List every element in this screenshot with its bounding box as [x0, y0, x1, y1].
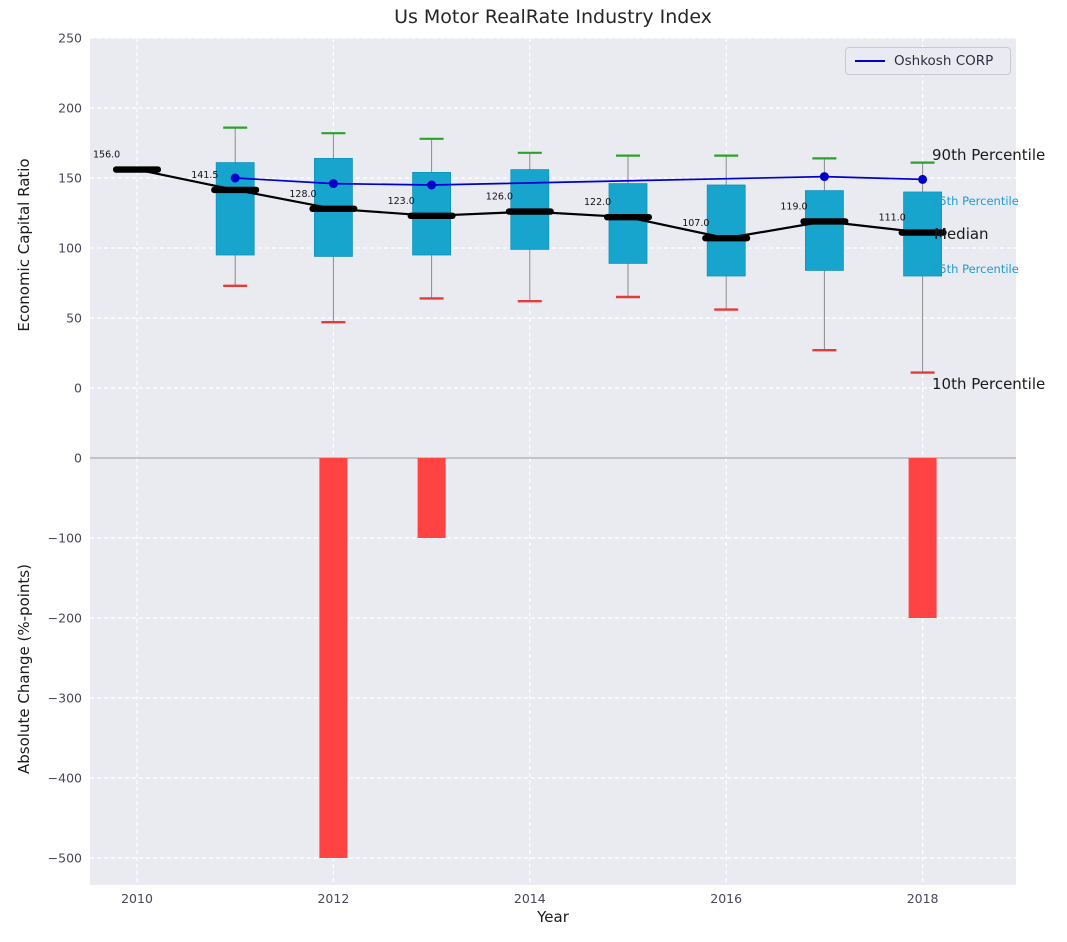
y-tick-label: 250	[58, 31, 82, 46]
median-marker-2015	[604, 214, 652, 221]
median-value-label: 122.0	[584, 197, 611, 208]
x-tick-label: 2012	[317, 891, 349, 906]
x-tick-label: 2014	[514, 891, 546, 906]
y-axis-label-top: Economic Capital Ratio	[15, 158, 33, 332]
y-tick-label: −400	[48, 771, 82, 786]
median-value-label: 141.5	[191, 170, 218, 181]
median-value-label: 128.0	[289, 189, 316, 200]
median-marker-2014	[505, 208, 554, 215]
x-tick-label: 2010	[121, 891, 153, 906]
y-tick-label: −300	[48, 691, 82, 706]
legend: Oshkosh CORP	[845, 47, 1011, 75]
y-tick-label: −500	[48, 851, 82, 866]
median-marker-2010	[113, 166, 161, 173]
percentile-box-2015	[608, 183, 648, 264]
median-marker-2012	[309, 205, 358, 212]
y-axis-label-bottom: Absolute Change (%-points)	[15, 564, 33, 774]
y-tick-label: 50	[66, 311, 82, 326]
median-value-label: 156.0	[93, 150, 120, 161]
oshkosh-marker-2018	[918, 174, 928, 184]
oshkosh-marker-2011	[230, 173, 240, 183]
annotation-25th-percentile: 25th Percentile	[932, 262, 1019, 276]
median-value-label: 111.0	[879, 213, 906, 224]
x-tick-label: 2016	[710, 891, 742, 906]
y-tick-label: −100	[48, 531, 82, 546]
y-tick-label: 150	[58, 171, 82, 186]
y-tick-label: −200	[48, 611, 82, 626]
legend-label: Oshkosh CORP	[894, 53, 994, 69]
annotation-median: Median	[934, 225, 989, 243]
annotation-10th-percentile: 10th Percentile	[932, 375, 1046, 393]
median-value-label: 123.0	[388, 196, 415, 207]
median-marker-2017	[800, 218, 849, 225]
median-value-label: 126.0	[486, 192, 513, 203]
legend-line-swatch	[855, 60, 885, 62]
median-marker-2018	[898, 229, 947, 236]
median-value-label: 119.0	[780, 201, 807, 212]
x-tick-label: 2018	[907, 891, 939, 906]
median-marker-2016	[702, 235, 751, 242]
y-tick-label: 0	[74, 451, 82, 466]
oshkosh-marker-2012	[328, 179, 338, 189]
median-value-label: 107.0	[682, 218, 709, 229]
chart-title: Us Motor RealRate Industry Index	[394, 6, 712, 28]
y-tick-label: 100	[58, 241, 82, 256]
change-bar-2013	[417, 458, 446, 538]
annotation-75th-percentile: 75th Percentile	[932, 194, 1019, 208]
median-marker-2013	[407, 212, 456, 219]
percentile-box-2016	[706, 184, 746, 277]
x-axis-label: Year	[537, 908, 569, 926]
oshkosh-marker-2013	[427, 180, 437, 190]
oshkosh-marker-2017	[819, 172, 829, 182]
change-bar-2012	[319, 458, 348, 858]
y-tick-label: 200	[58, 101, 82, 116]
percentile-box-2017	[805, 190, 844, 271]
y-tick-label: 0	[74, 381, 82, 396]
change-bar-2018	[908, 458, 937, 618]
median-marker-2011	[211, 186, 260, 194]
annotation-90th-percentile: 90th Percentile	[932, 146, 1046, 164]
